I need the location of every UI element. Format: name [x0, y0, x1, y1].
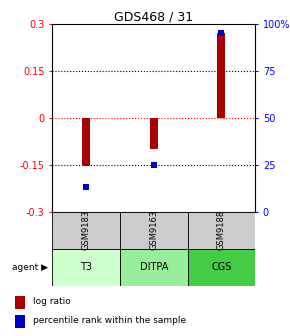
- Bar: [217, 33, 225, 118]
- Text: GSM9183: GSM9183: [81, 210, 90, 250]
- Point: [151, 162, 156, 167]
- Bar: [120, 249, 188, 286]
- Point: [84, 184, 88, 190]
- Text: T3: T3: [80, 262, 92, 272]
- Bar: [188, 212, 255, 249]
- Title: GDS468 / 31: GDS468 / 31: [114, 10, 193, 24]
- Text: log ratio: log ratio: [33, 297, 71, 306]
- Text: percentile rank within the sample: percentile rank within the sample: [33, 317, 186, 325]
- Bar: [52, 249, 120, 286]
- Bar: [150, 118, 158, 149]
- Bar: [120, 212, 188, 249]
- Bar: [14, 296, 25, 308]
- Text: GSM9163: GSM9163: [149, 210, 158, 250]
- Text: DITPA: DITPA: [139, 262, 168, 272]
- Bar: [52, 212, 120, 249]
- Text: CGS: CGS: [211, 262, 231, 272]
- Text: agent ▶: agent ▶: [12, 263, 48, 271]
- Bar: [14, 315, 25, 328]
- Text: GSM9188: GSM9188: [217, 210, 226, 250]
- Bar: [82, 118, 90, 166]
- Point: [219, 30, 224, 36]
- Bar: [188, 249, 255, 286]
